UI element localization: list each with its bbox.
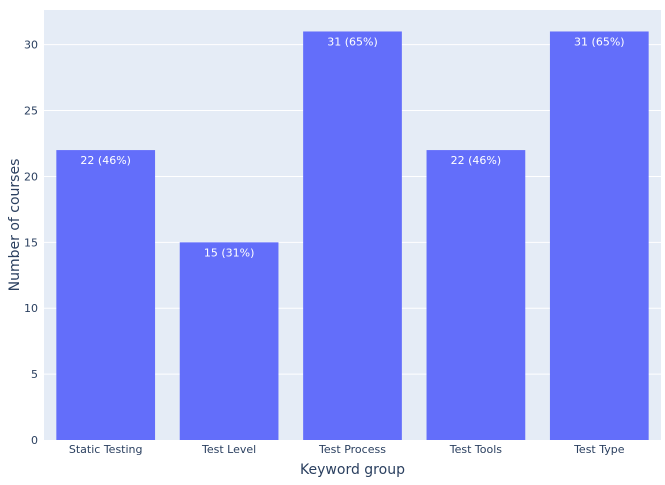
bar-test-tools[interactable] bbox=[426, 150, 526, 440]
y-axis-ticks: 0 5 10 15 20 25 30 bbox=[24, 39, 38, 447]
x-tick-label: Test Tools bbox=[449, 443, 503, 456]
y-axis-title: Number of courses bbox=[7, 159, 23, 292]
bar-data-label: 31 (65%) bbox=[574, 35, 625, 48]
y-tick-label: 20 bbox=[24, 170, 38, 183]
x-tick-label: Test Type bbox=[573, 443, 625, 456]
y-tick-label: 30 bbox=[24, 39, 38, 52]
x-axis-title: Keyword group bbox=[300, 462, 405, 478]
x-tick-label: Test Process bbox=[318, 443, 386, 456]
bar-static-testing[interactable] bbox=[56, 150, 156, 440]
bar-data-label: 31 (65%) bbox=[327, 35, 378, 48]
bar-test-type[interactable] bbox=[549, 31, 649, 441]
bar-data-label: 22 (46%) bbox=[451, 154, 502, 167]
y-tick-label: 10 bbox=[24, 302, 38, 315]
y-tick-label: 0 bbox=[31, 434, 38, 447]
bar-data-label: 22 (46%) bbox=[80, 154, 131, 167]
bar-data-label: 15 (31%) bbox=[204, 246, 255, 259]
bars: 22 (46%) 15 (31%) 31 (65%) 22 (46%) 31 (65%) bbox=[56, 31, 649, 441]
bar-test-level[interactable] bbox=[179, 242, 279, 440]
y-tick-label: 15 bbox=[24, 236, 38, 249]
y-tick-label: 25 bbox=[24, 105, 38, 118]
x-tick-label: Static Testing bbox=[69, 443, 143, 456]
x-tick-label: Test Level bbox=[201, 443, 256, 456]
x-axis-ticks: Static Testing Test Level Test Process Test… bbox=[69, 443, 625, 456]
bar-test-process[interactable] bbox=[303, 31, 402, 441]
y-tick-label: 5 bbox=[31, 368, 38, 381]
